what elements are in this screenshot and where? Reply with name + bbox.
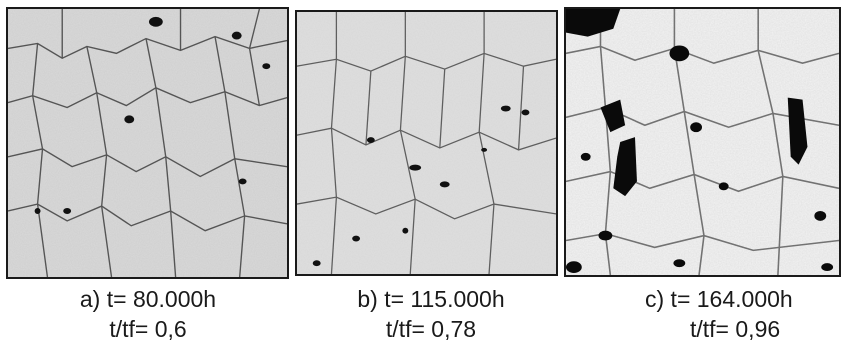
micrograph-image-c bbox=[564, 7, 841, 277]
caption-a: a) t= 80.000h t/tf= 0,6 bbox=[48, 284, 248, 344]
caption-b-time: b) t= 115.000h bbox=[357, 286, 505, 312]
caption-a-ratio: t/tf= 0,6 bbox=[109, 316, 187, 342]
micrograph-image-b bbox=[295, 10, 558, 276]
caption-c-ratio: t/tf= 0,96 bbox=[690, 316, 781, 342]
caption-a-time: a) t= 80.000h bbox=[79, 286, 217, 312]
caption-b-ratio: t/tf= 0,78 bbox=[385, 316, 477, 342]
caption-c: c) t= 164.000h t/tf= 0,96 bbox=[645, 284, 841, 344]
caption-b: b) t= 115.000h t/tf= 0,78 bbox=[326, 284, 536, 344]
caption-c-time: c) t= 164.000h bbox=[645, 286, 793, 312]
micrograph-image-a bbox=[6, 7, 289, 279]
